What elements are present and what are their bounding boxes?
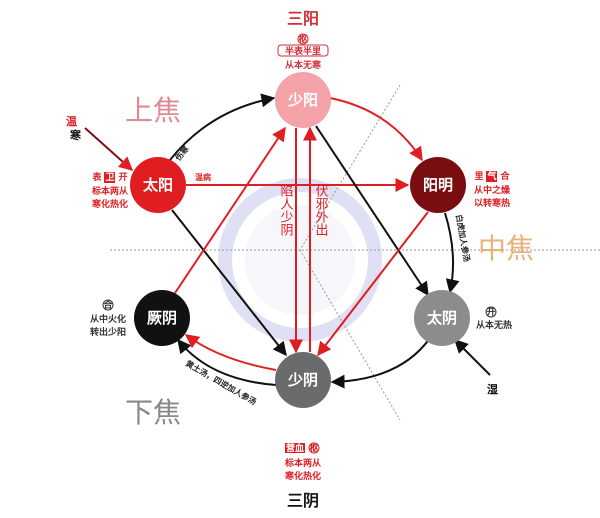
lower-jiao-label: 下焦: [125, 396, 181, 429]
jueyin-notes: 合 从中火化 转出少阳: [90, 299, 126, 338]
svg-text:从本无寒: 从本无寒: [285, 59, 322, 71]
diagonal-divider: [299, 84, 401, 251]
svg-text:伏邪外出: 伏邪外出: [313, 184, 329, 236]
svg-text:厥阴: 厥阴: [147, 309, 177, 327]
edge-label-huangtu: 黄土汤，四逆加人参汤: [184, 358, 258, 407]
node-shaoyin[interactable]: 少阴: [275, 352, 331, 408]
edge-shaoyang-yangming: [329, 97, 423, 162]
upper-jiao-label: 上焦: [125, 94, 181, 127]
watermark-seal: [218, 178, 382, 342]
edge-shaoyin-jueyin-black: [177, 338, 277, 386]
svg-text:卫: 卫: [105, 172, 114, 183]
svg-text:温: 温: [66, 114, 77, 128]
node-taiyin[interactable]: 太阴: [414, 290, 470, 346]
svg-text:标本两从: 标本两从: [91, 185, 128, 197]
center-down-label: 陷人少阴: [278, 184, 294, 237]
edge-taiyang-shaoyin: [171, 209, 287, 357]
diagonal-divider: [299, 249, 401, 421]
edge-label-baihu: 白虎加人参汤: [454, 214, 472, 263]
node-jueyin[interactable]: 厥阴: [134, 290, 190, 346]
node-yangming[interactable]: 阳明: [410, 157, 466, 213]
svg-text:营血: 营血: [286, 442, 304, 454]
svg-text:少阳: 少阳: [287, 91, 318, 109]
svg-text:太阴: 太阴: [427, 309, 457, 327]
svg-text:里: 里: [474, 171, 483, 182]
node-taiyang[interactable]: 太阳: [130, 157, 186, 213]
edge-external-taiyang: [84, 127, 134, 171]
yangming-notes: 里 气 合 从中之燥 以转寒热: [474, 170, 511, 209]
svg-text:少阴: 少阴: [287, 371, 318, 389]
svg-text:合: 合: [500, 170, 510, 182]
svg-text:陷人少阴: 陷人少阴: [278, 184, 294, 237]
svg-text:寒: 寒: [69, 128, 82, 142]
shaoyang-notes: 枢 半表半里 从本无寒: [277, 33, 329, 71]
svg-text:表: 表: [91, 171, 102, 183]
edge-damp-taiyin: [454, 339, 491, 376]
svg-text:枢: 枢: [298, 33, 307, 45]
svg-text:太阳: 太阳: [143, 176, 173, 194]
svg-text:半表半里: 半表半里: [285, 45, 321, 57]
svg-text:阳明: 阳明: [423, 176, 453, 194]
svg-text:从中之燥: 从中之燥: [474, 184, 511, 196]
svg-text:开: 开: [486, 307, 495, 318]
shaoyin-notes: 营血 枢 标本两从 寒化热化: [284, 442, 321, 482]
edge-shaoyang-taiyin: [315, 125, 429, 297]
svg-text:从中火化: 从中火化: [90, 313, 126, 325]
node-shaoyang[interactable]: 少阳: [275, 72, 331, 128]
edge-taiyin-shaoyin: [330, 337, 431, 389]
svg-text:标本两从: 标本两从: [284, 457, 321, 469]
svg-text:从本无热: 从本无热: [476, 319, 512, 331]
taiyin-notes: 开 从本无热 湿: [476, 306, 512, 396]
middle-jiao-label: 中焦: [478, 232, 534, 265]
svg-text:开: 开: [118, 172, 127, 183]
edge-shaoyin-jueyin-red: [184, 334, 277, 371]
svg-text:枢: 枢: [309, 442, 318, 454]
top-title: 三阳: [287, 9, 319, 28]
svg-text:合: 合: [103, 299, 113, 311]
edge-jueyin-shaoyang: [174, 126, 286, 294]
svg-text:转出少阳: 转出少阳: [90, 326, 126, 338]
svg-text:寒化热化: 寒化热化: [91, 198, 128, 210]
edge-yangming-shaoyin: [317, 211, 429, 357]
edge-taiyang-shaoyang: [169, 93, 276, 161]
edges: [84, 93, 491, 389]
taiyang-notes: 温 寒 表 卫 开 标本两从 寒化热化: [66, 114, 128, 210]
svg-text:湿: 湿: [487, 382, 498, 396]
bottom-title: 三阴: [287, 491, 319, 510]
svg-text:气: 气: [486, 170, 496, 182]
edge-label-wenbing: 温病: [195, 172, 211, 182]
edge-yangming-taiyin: [444, 212, 460, 294]
svg-text:以转寒热: 以转寒热: [474, 197, 510, 209]
svg-text:寒化热化: 寒化热化: [284, 470, 321, 482]
center-up-label: 伏邪外出: [313, 184, 329, 236]
